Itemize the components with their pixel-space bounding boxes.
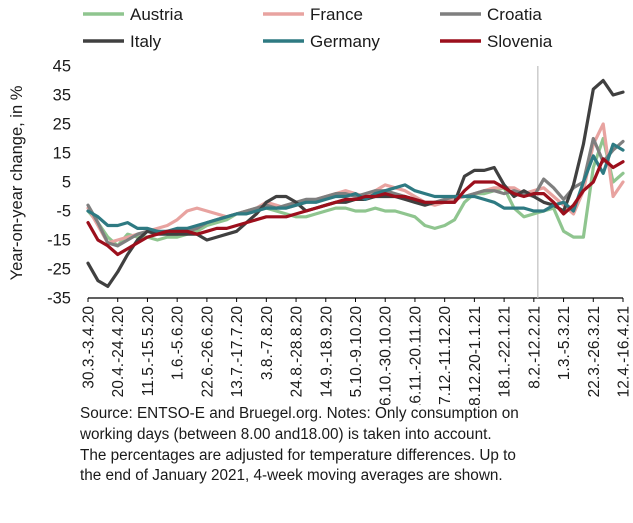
y-tick-label: -5 [56, 203, 71, 221]
legend: Austria France Croatia Italy Germany Slovenia [83, 5, 553, 51]
y-tick-label: 15 [53, 145, 71, 163]
x-axis: 30.3.-3.4.20 20.4.-24.4.20 11.5.-15.5.20 1.… [81, 297, 633, 405]
x-tick-label: 8.2.-12.2.21 [526, 306, 543, 389]
source-note-line-3: The percentages are adjusted for tempera… [80, 446, 516, 464]
source-note: Source: ENTSO-E and Bruegel.org. Notes: … [80, 404, 628, 487]
x-tick-label: 22.3.-26.3.21 [586, 306, 603, 397]
x-tick-label: 1.3.-5.3.21 [556, 306, 573, 380]
x-tick-label: 11.5.-15.5.20 [140, 306, 157, 397]
legend-item-france: France [263, 5, 363, 24]
x-tick-label: 16.11.-20.11.20 [407, 306, 424, 405]
legend-item-germany: Germany [263, 32, 380, 51]
x-tick-label: 1.6.-5.6.20 [170, 306, 187, 380]
x-tick-label: 7.12.-11.12.20 [437, 306, 454, 405]
y-axis: -35 -25 -15 -5 5 15 25 35 45 [47, 58, 71, 308]
x-tick-label: 26.10.-30.10.20 [378, 306, 395, 405]
x-tick-label: 28.12.20-1.1.21 [467, 306, 484, 405]
legend-label: Italy [130, 32, 162, 51]
source-note-line-2: working days (between 8.00 and18.00) is … [80, 425, 492, 443]
y-tick-label: -35 [47, 290, 71, 308]
legend-item-italy: Italy [83, 32, 162, 51]
legend-item-austria: Austria [83, 5, 183, 24]
x-tick-label: 3.8.-7.8.20 [259, 306, 276, 380]
legend-label: Slovenia [487, 32, 553, 51]
legend-item-slovenia: Slovenia [440, 32, 553, 51]
y-tick-label: 35 [53, 87, 71, 105]
x-tick-label: 24.8.-28.8.20 [289, 306, 306, 398]
x-tick-label: 20.4.-24.4.20 [110, 306, 127, 398]
legend-label: Croatia [487, 5, 542, 24]
x-tick-label: 30.3.-3.4.20 [81, 306, 98, 389]
source-note-line-4: the end of January 2021, 4-week moving a… [80, 467, 503, 485]
line-chart: Austria France Croatia Italy Germany Slovenia… [8, 5, 633, 405]
x-tick-label: 12.4.-16.4.21 [616, 306, 633, 397]
legend-label: Austria [130, 5, 183, 24]
y-tick-label: -25 [47, 261, 71, 279]
y-tick-label: 25 [53, 116, 71, 134]
source-note-line-1: Source: ENTSO-E and Bruegel.org. Notes: … [80, 405, 519, 422]
legend-label: France [310, 5, 363, 24]
x-tick-label: 14.9.-18.9.20 [318, 306, 335, 398]
x-tick-label: 5.10.-9.10.20 [348, 306, 365, 398]
series-lines [86, 78, 625, 288]
y-tick-label: 5 [62, 174, 71, 192]
series-line-austria [86, 136, 625, 248]
y-axis-label: Year-on-year change, in % [8, 85, 26, 280]
legend-item-croatia: Croatia [440, 5, 542, 24]
series-line-germany [86, 142, 625, 233]
y-tick-label: -15 [47, 232, 71, 250]
y-tick-label: 45 [53, 58, 71, 76]
x-tick-label: 13.7.-17.7.20 [229, 306, 246, 398]
series-line-slovenia [86, 157, 625, 257]
legend-label: Germany [310, 32, 380, 51]
x-tick-label: 18.1.-22.1.21 [497, 306, 514, 397]
x-tick-label: 22.6.-26.6.20 [199, 306, 216, 398]
